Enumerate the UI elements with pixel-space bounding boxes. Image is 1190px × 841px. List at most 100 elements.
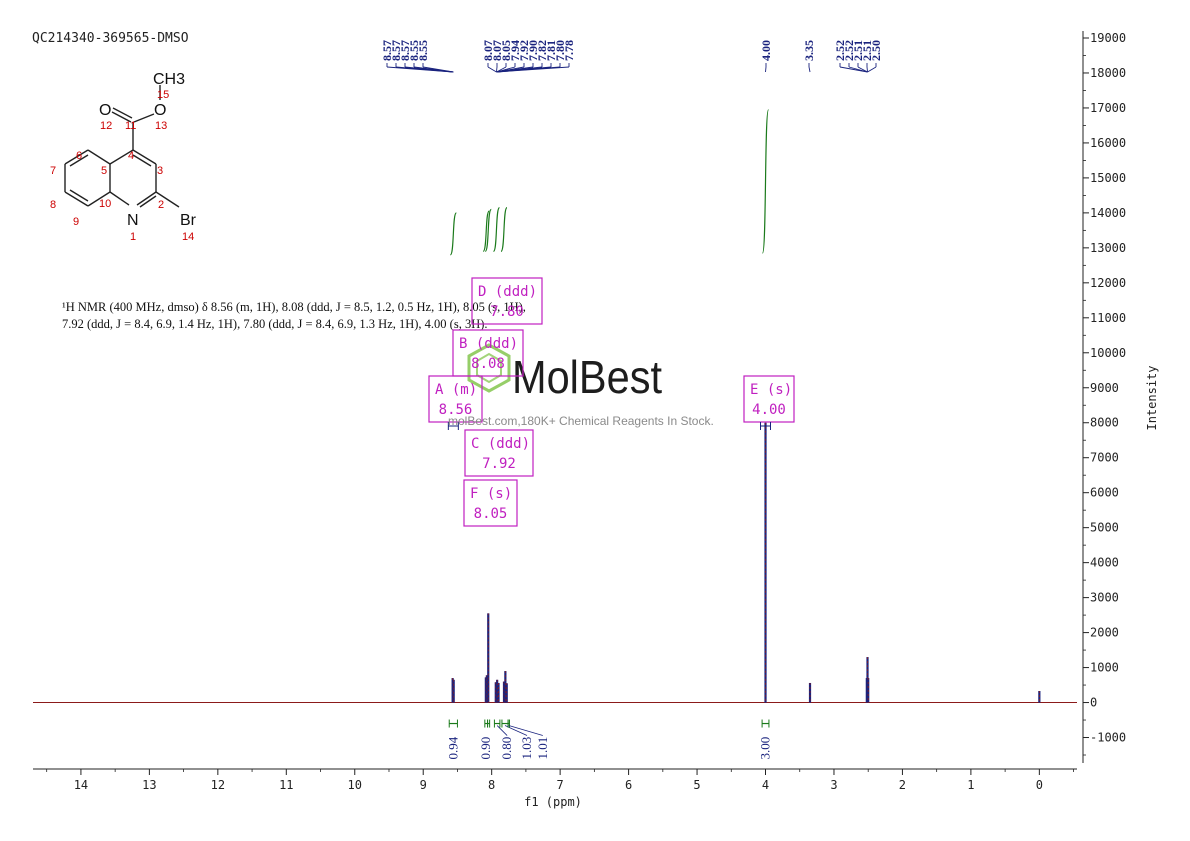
atom-number: 2: [158, 199, 164, 211]
bond: [109, 149, 134, 165]
peak-label: 2.50: [869, 40, 883, 61]
y-tick-label: 5000: [1090, 521, 1119, 535]
bond: [133, 113, 155, 123]
atom-number: 12: [100, 120, 112, 132]
multiplet-box: [463, 479, 518, 527]
x-tick-label: 1: [967, 778, 974, 792]
multiplet-box-e: E (s) 4.00: [743, 375, 795, 430]
peak-label-leader: [422, 66, 454, 73]
x-tick-label: 6: [625, 778, 632, 792]
y-tick-label: 18000: [1090, 66, 1126, 80]
spectrum-peak: [452, 679, 455, 703]
atom-number: 15: [157, 89, 169, 101]
peak-label: 7.78: [562, 40, 576, 61]
y-tick-label: 13000: [1090, 241, 1126, 255]
multiplet-box: [743, 375, 795, 423]
multiplet-box-b: B (ddd) 8.08: [452, 329, 524, 377]
nmr-description-line-1: ¹H NMR (400 MHz, dmso) δ 8.56 (m, 1H), 8…: [62, 300, 526, 314]
peak-label: 7.92: [517, 40, 531, 61]
y-tick-label: 2000: [1090, 626, 1119, 640]
peak-label: 2.51: [851, 40, 865, 61]
atom-label-br: Br: [180, 212, 197, 229]
atom-number: 10: [99, 198, 111, 210]
peak-label-leader: [487, 66, 497, 73]
x-tick-label: 2: [899, 778, 906, 792]
atom-number: 3: [157, 165, 163, 177]
bond: [112, 107, 133, 119]
integral-value: 1.03: [519, 737, 534, 760]
x-tick-label: 7: [557, 778, 564, 792]
peak-label: 8.57: [389, 40, 403, 61]
multiplet-shift: 7.92: [482, 456, 516, 472]
spectrum-peak: [502, 681, 506, 703]
multiplet-type: A (m): [435, 382, 477, 398]
peak-label: 4.00: [759, 40, 773, 61]
bond: [111, 111, 132, 123]
atom-label-o-ether: O: [154, 102, 166, 119]
bond: [69, 189, 89, 202]
integral-value: 0.94: [445, 736, 460, 759]
spectrum-peak: [764, 422, 767, 703]
x-tick-label: 5: [693, 778, 700, 792]
bond: [136, 191, 157, 206]
y-tick-label: 19000: [1090, 31, 1126, 45]
integral-leader: [508, 725, 543, 736]
y-axis: 19000 18000 17000 16000 15000 14000 13000 12000…: [1083, 31, 1159, 756]
multiplet-shift: 4.00: [752, 402, 786, 418]
peak-label: 8.07: [481, 40, 495, 61]
atom-number: 8: [50, 199, 56, 211]
bond: [64, 149, 89, 165]
y-tick-label: 3000: [1090, 591, 1119, 605]
x-axis-title: f1 (ppm): [524, 795, 582, 809]
spectrum-peak: [494, 682, 497, 703]
y-tick-label: 1000: [1090, 661, 1119, 675]
bond: [132, 149, 157, 165]
watermark-tagline: molBest.com,180K+ Chemical Reagents In S…: [448, 414, 714, 428]
chemical-structure: [64, 85, 180, 208]
x-tick-label: 4: [762, 778, 769, 792]
peak-label-leader: [496, 66, 498, 73]
atom-number: 5: [101, 165, 107, 177]
x-tick-label: 0: [1036, 778, 1043, 792]
peak-label: 8.05: [499, 40, 513, 61]
atom-number: 9: [73, 216, 79, 228]
atom-label-ch3: CH3: [153, 71, 185, 88]
peak-label: 8.57: [380, 40, 394, 61]
peak-label: 8.55: [407, 40, 421, 61]
x-tick-label: 9: [420, 778, 427, 792]
multiplet-shift: 7.80: [490, 304, 524, 320]
y-tick-label: 12000: [1090, 276, 1126, 290]
peak-label: 2.51: [860, 40, 874, 61]
peak-label-leader: [857, 66, 868, 73]
integral-value: 0.90: [478, 737, 493, 760]
bond: [64, 191, 89, 207]
multiplet-box: [452, 329, 524, 377]
integral-curve: [761, 109, 770, 254]
bond: [132, 154, 152, 167]
x-tick-label: 13: [142, 778, 156, 792]
x-tick-label: 14: [74, 778, 88, 792]
multiplet-shift: 8.08: [471, 356, 505, 372]
multiplet-box: [471, 277, 543, 325]
y-tick-label: 7000: [1090, 451, 1119, 465]
y-tick-label: 15000: [1090, 171, 1126, 185]
peak-label: 8.57: [398, 40, 412, 61]
integral-value: 0.80: [499, 737, 514, 760]
hexagon-logo-icon: [467, 343, 511, 393]
y-tick-label: 14000: [1090, 206, 1126, 220]
y-tick-label: 8000: [1090, 416, 1119, 430]
peak-label-leader: [496, 66, 570, 73]
multiplet-shift: 8.05: [474, 506, 508, 522]
hexagon-inner-icon: [476, 352, 502, 384]
multiplet-box-c: C (ddd) 7.92: [464, 429, 534, 477]
integral-leader: [496, 725, 508, 736]
atom-number: 13: [155, 120, 167, 132]
peak-label: 8.55: [416, 40, 430, 61]
peak-label: 3.35: [802, 40, 816, 61]
spectrum-peak: [504, 671, 507, 703]
bond: [155, 191, 180, 208]
x-tick-label: 11: [279, 778, 293, 792]
integral-curves: [449, 109, 770, 256]
atom-number: 4: [128, 150, 134, 162]
